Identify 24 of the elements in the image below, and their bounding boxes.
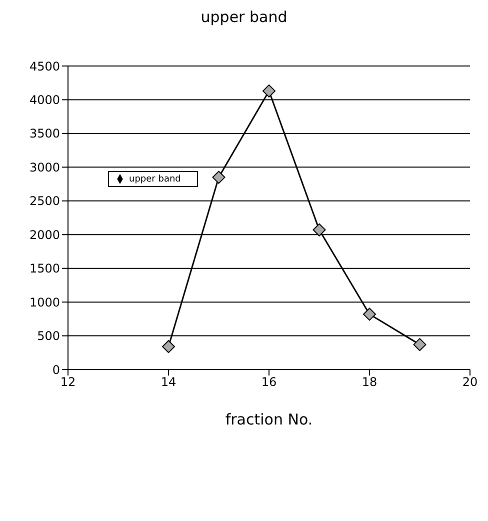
chart-title: upper band <box>200 8 288 26</box>
point <box>413 338 426 352</box>
x-tick-label: 18 <box>362 375 378 390</box>
x-tick-label: 14 <box>160 375 176 390</box>
y-tick-label: 3500 <box>29 126 60 141</box>
point <box>162 340 175 354</box>
x-axis-title: fraction No. <box>225 410 313 429</box>
y-tick-label: 500 <box>37 329 60 344</box>
y-tick-label: 2500 <box>29 194 60 208</box>
point <box>262 84 276 98</box>
y-tick-label: 1000 <box>29 295 60 310</box>
y-tick-label: 4500 <box>29 59 60 74</box>
point <box>363 308 376 321</box>
legend-label: upper band <box>129 174 181 184</box>
x-tick-label: 12 <box>60 375 76 390</box>
x-tick-label: 20 <box>462 375 478 390</box>
y-tick-label: 2000 <box>29 228 60 242</box>
y-tick-label: 3000 <box>29 160 60 174</box>
point <box>212 170 226 184</box>
y-tick-label: 1500 <box>29 262 60 276</box>
y-tick-label: 0 <box>52 362 60 377</box>
y-tick-label: 4000 <box>29 92 60 107</box>
x-tick-label: 16 <box>261 375 277 390</box>
point <box>312 223 326 236</box>
